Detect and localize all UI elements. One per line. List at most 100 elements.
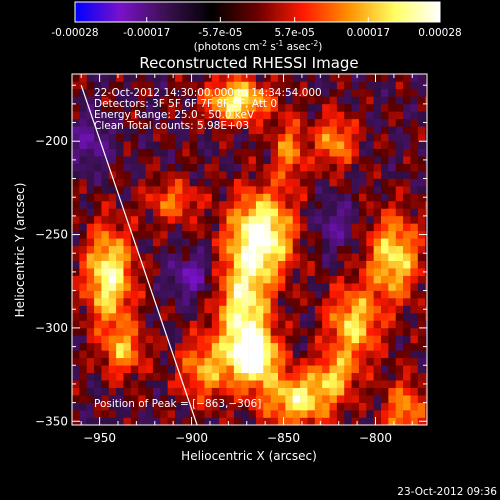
heatmap-cell — [300, 186, 308, 194]
colorbar-segment — [100, 2, 103, 22]
heatmap-cell — [322, 178, 330, 187]
heatmap-cell — [175, 245, 183, 254]
heatmap-cell — [182, 208, 191, 217]
heatmap-cell — [211, 141, 220, 149]
heatmap-cell — [219, 238, 227, 247]
heatmap-cell — [300, 298, 308, 306]
heatmap-cell — [226, 111, 235, 120]
heatmap-cell — [358, 395, 367, 403]
colorbar-segment — [130, 2, 133, 22]
heatmap-cell — [270, 395, 279, 403]
heatmap-cell — [278, 88, 286, 97]
heatmap-cell — [344, 410, 352, 418]
heatmap-cell — [373, 81, 382, 90]
chart-title: Reconstructed RHESSI Image — [139, 54, 358, 72]
heatmap-cell — [182, 268, 191, 276]
heatmap-cell — [322, 74, 330, 82]
colorbar-segment — [417, 2, 421, 22]
heatmap-cell — [189, 208, 198, 217]
heatmap-cell — [101, 245, 110, 254]
heatmap-cell — [197, 208, 205, 217]
heatmap-cell — [344, 186, 352, 194]
heatmap-cell — [160, 410, 168, 418]
heatmap-cell — [211, 312, 220, 321]
heatmap-cell — [373, 275, 382, 284]
heatmap-cell — [395, 238, 404, 247]
heatmap-cell — [116, 238, 124, 247]
heatmap-cell — [79, 215, 88, 224]
heatmap-cell — [351, 275, 360, 284]
heatmap-cell — [116, 81, 124, 90]
heatmap-cell — [219, 193, 227, 202]
heatmap-cell — [366, 275, 374, 284]
heatmap-cell — [175, 215, 183, 224]
heatmap-cell — [255, 133, 264, 142]
heatmap-cell — [86, 245, 95, 254]
heatmap-cell — [410, 410, 419, 418]
heatmap-cell — [189, 103, 198, 112]
heatmap-cell — [278, 350, 286, 359]
heatmap-cell — [211, 335, 220, 344]
heatmap-cell — [101, 380, 110, 388]
heatmap-cell — [241, 141, 249, 149]
heatmap-cell — [241, 88, 249, 97]
heatmap-cell — [270, 335, 279, 344]
heatmap-cell — [72, 298, 80, 306]
heatmap-cell — [94, 417, 102, 425]
heatmap-cell — [329, 133, 338, 142]
heatmap-cell — [314, 290, 323, 299]
heatmap-cell — [322, 223, 330, 232]
heatmap-cell — [211, 357, 220, 366]
heatmap-cell — [79, 245, 88, 254]
heatmap-cell — [116, 118, 124, 127]
heatmap-cell — [241, 81, 249, 90]
colorbar-segment — [227, 2, 231, 22]
heatmap-cell — [373, 88, 382, 97]
heatmap-cell — [204, 133, 213, 142]
heatmap-cell — [219, 118, 227, 127]
heatmap-cell — [197, 410, 205, 418]
colorbar-segment — [270, 2, 273, 22]
heatmap-cell — [263, 402, 271, 411]
heatmap-cell — [307, 111, 316, 120]
heatmap-cell — [248, 215, 257, 224]
heatmap-cell — [116, 156, 124, 164]
heatmap-cell — [314, 193, 323, 202]
colorbar-frame — [74, 1, 441, 23]
heatmap-cell — [263, 253, 271, 262]
heatmap-cell — [152, 253, 161, 262]
heatmap-cell — [388, 171, 397, 179]
heatmap-cell — [314, 260, 323, 269]
colorbar-segment — [377, 2, 381, 22]
heatmap-cell — [278, 260, 286, 269]
heatmap-cell — [182, 260, 191, 269]
heatmap-cell — [358, 148, 367, 157]
colorbar-segment — [362, 2, 366, 22]
heatmap-cell — [278, 223, 286, 232]
heatmap-cell — [307, 245, 316, 254]
heatmap-cell — [189, 342, 198, 351]
heatmap-cell — [425, 387, 427, 396]
colorbar-segment — [437, 2, 441, 22]
heatmap-cell — [263, 163, 271, 172]
heatmap-cell — [86, 402, 95, 411]
heatmap-cell — [219, 133, 227, 142]
heatmap-cell — [86, 298, 95, 306]
heatmap-cell — [300, 327, 308, 336]
heatmap-cell — [219, 186, 227, 194]
heatmap-cell — [278, 410, 286, 418]
heatmap-cell — [167, 186, 176, 194]
heatmap-cell — [197, 417, 205, 425]
heatmap-cell — [292, 320, 301, 329]
heatmap-cell — [278, 230, 286, 239]
heatmap-cell — [116, 342, 124, 351]
heatmap-cell — [270, 148, 279, 157]
heatmap-cell — [395, 395, 404, 403]
heatmap-cell — [130, 357, 139, 366]
heatmap-cell — [388, 380, 397, 388]
heatmap-cell — [160, 133, 168, 142]
heatmap-cell — [285, 238, 294, 247]
heatmap-cell — [233, 223, 242, 232]
heatmap-cell — [292, 103, 301, 112]
heatmap-cell — [351, 387, 360, 396]
